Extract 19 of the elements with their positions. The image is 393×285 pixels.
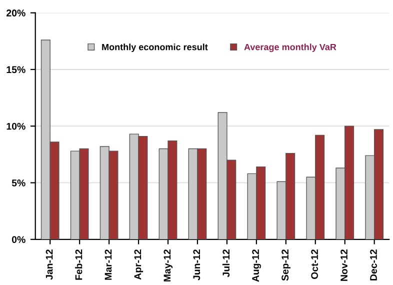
y-tick-label: 0%	[12, 236, 26, 244]
x-tick-label: Aug-12	[252, 250, 261, 282]
x-tick-label: Sep-12	[282, 250, 290, 281]
x-tick-label: Feb-12	[75, 250, 82, 280]
y-tick-label: 20%	[6, 10, 26, 16]
y-tick-label: 5%	[12, 180, 26, 186]
legend-label: Average monthly VaR	[244, 44, 336, 52]
y-tick-label: 10%	[6, 122, 26, 130]
x-tick-label: Jun-12	[193, 250, 200, 280]
x-tick-label: Mar-12	[104, 250, 112, 280]
x-tick-label: Oct-12	[311, 250, 318, 279]
x-tick-label: May-12	[164, 250, 173, 282]
x-tick-label: Nov-12	[340, 250, 348, 281]
x-tick-label: Jul-12	[222, 250, 230, 278]
legend-label: Monthly economic result	[102, 44, 208, 52]
y-tick-label: 15%	[6, 66, 26, 74]
x-tick-label: Dec-12	[370, 250, 377, 280]
x-tick-label: Apr-12	[134, 250, 144, 280]
x-tick-label: Jan-12	[46, 250, 53, 280]
